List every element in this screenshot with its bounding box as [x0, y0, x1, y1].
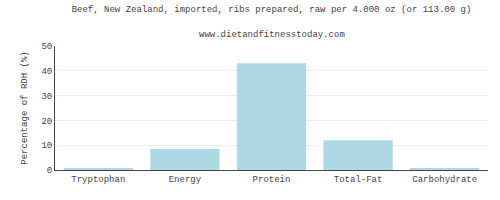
- svg-text:Percentage of RDH (%): Percentage of RDH (%): [20, 51, 30, 164]
- svg-text:Energy: Energy: [169, 175, 202, 185]
- svg-text:0: 0: [47, 166, 52, 176]
- svg-text:10: 10: [41, 141, 52, 151]
- svg-text:50: 50: [41, 42, 52, 52]
- svg-text:Beef, New Zealand, imported, r: Beef, New Zealand, imported, ribs prepar…: [72, 5, 472, 15]
- svg-text:Carbohydrate: Carbohydrate: [412, 175, 477, 185]
- svg-text:30: 30: [41, 92, 52, 102]
- svg-text:Tryptophan: Tryptophan: [71, 175, 125, 185]
- svg-text:Total-Fat: Total-Fat: [334, 175, 383, 185]
- svg-text:40: 40: [41, 67, 52, 77]
- svg-text:Protein: Protein: [253, 175, 291, 185]
- svg-text:20: 20: [41, 117, 52, 127]
- svg-text:www.dietandfitnesstoday.com: www.dietandfitnesstoday.com: [199, 30, 345, 40]
